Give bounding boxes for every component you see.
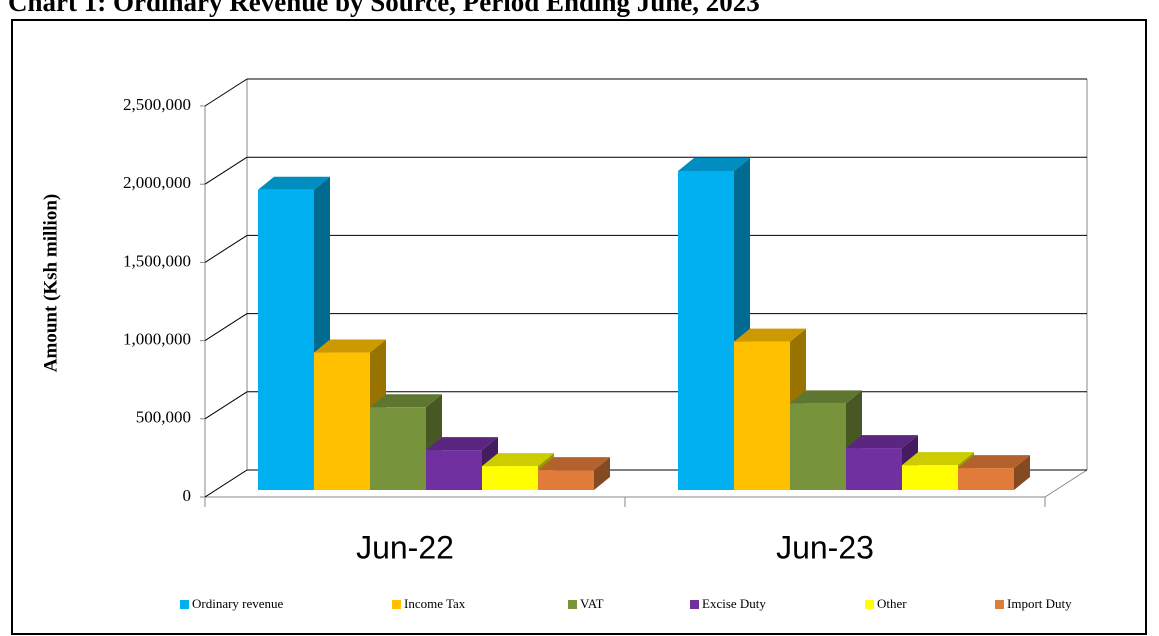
- bar: [790, 403, 846, 490]
- bar-top: [426, 437, 498, 451]
- bar-top: [678, 157, 750, 171]
- bar: [314, 352, 370, 490]
- bar: [902, 465, 958, 490]
- bar: [678, 170, 734, 490]
- grid-line: [204, 391, 248, 420]
- bar-top: [902, 452, 974, 466]
- y-axis-label: Amount (Ksh million): [40, 194, 61, 372]
- legend-swatch: [180, 600, 189, 609]
- y-tick-label: 2,500,000: [123, 95, 191, 114]
- bar-top: [258, 176, 330, 190]
- y-tick-label: 1,000,000: [123, 330, 191, 349]
- legend-swatch: [995, 600, 1004, 609]
- bar: [370, 407, 426, 490]
- legend-swatch: [392, 600, 401, 609]
- grid-line: [204, 234, 248, 263]
- y-tick-label: 1,500,000: [123, 251, 191, 270]
- y-tick-label: 2,000,000: [123, 173, 191, 192]
- grid-line: [204, 313, 248, 342]
- bar-top: [370, 394, 442, 408]
- bar-top: [482, 453, 554, 467]
- bar-side: [1014, 455, 1030, 490]
- bar: [426, 450, 482, 490]
- legend-label: VAT: [580, 596, 604, 611]
- bar: [538, 470, 594, 490]
- legend-label: Income Tax: [404, 596, 466, 611]
- bar: [734, 341, 790, 490]
- axis-line: [1044, 469, 1088, 498]
- x-tick-label: Jun-23: [776, 529, 874, 565]
- bar-top: [790, 390, 862, 404]
- bar-side: [594, 457, 610, 490]
- bar-top: [538, 457, 610, 471]
- grid-line: [204, 156, 248, 185]
- bar-top: [846, 435, 918, 449]
- bar-top: [314, 339, 386, 353]
- x-tick-label: Jun-22: [356, 529, 454, 565]
- legend-swatch: [690, 600, 699, 609]
- legend-label: Import Duty: [1007, 596, 1072, 611]
- bar-top: [958, 455, 1030, 469]
- legend-label: Other: [877, 596, 907, 611]
- bar: [958, 468, 1014, 490]
- grid-line: [204, 78, 248, 107]
- bar: [846, 448, 902, 490]
- legend-label: Excise Duty: [702, 596, 766, 611]
- chart-title: Chart 1: Ordinary Revenue by Source, Per…: [8, 0, 760, 17]
- legend-swatch: [865, 600, 874, 609]
- bar: [258, 189, 314, 490]
- chart-frame: [11, 19, 1147, 635]
- grid-line: [204, 469, 248, 498]
- bar: [482, 466, 538, 490]
- legend-swatch: [568, 600, 577, 609]
- y-tick-label: 0: [183, 486, 192, 505]
- bar-top: [734, 328, 806, 342]
- y-tick-label: 500,000: [136, 408, 191, 427]
- legend-label: Ordinary revenue: [192, 596, 284, 611]
